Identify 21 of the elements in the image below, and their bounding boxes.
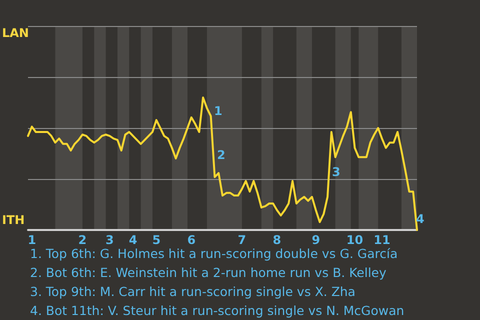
x-tick-label: 1 (28, 233, 36, 247)
text: 3. Top 9th: M. Carr hit a run-scoring single vs X. Zha (30, 283, 356, 301)
annotation: 4 (416, 212, 424, 226)
x-tick-label: 11 (374, 233, 390, 247)
x-tick-label: 2 (78, 233, 87, 247)
text: 4. Bot 11th: V. Steur hit a run-scoring single vs N. McGowan (30, 302, 404, 320)
x-tick-label: 4 (128, 233, 138, 247)
annotation: 2 (217, 148, 226, 162)
x-tick-label: 10 (346, 233, 364, 247)
x-tick-label: 7 (238, 233, 246, 247)
annotation: 3 (332, 165, 340, 179)
annotation: 1 (214, 104, 222, 118)
text: LAN (2, 26, 29, 40)
text: ITH (2, 213, 25, 227)
text: 1. Top 6th: G. Holmes hit a run-scoring double vs G. García (30, 245, 399, 263)
x-tick-label: 9 (312, 233, 320, 247)
x-tick-label: 5 (152, 233, 161, 247)
x-tick-label: 3 (106, 233, 114, 247)
text: 2. Bot 6th: E. Weinstein hit a 2-run home run vs B. Kelley (30, 264, 388, 282)
x-tick-label: 6 (187, 233, 196, 247)
x-tick-label: 8 (272, 233, 282, 247)
